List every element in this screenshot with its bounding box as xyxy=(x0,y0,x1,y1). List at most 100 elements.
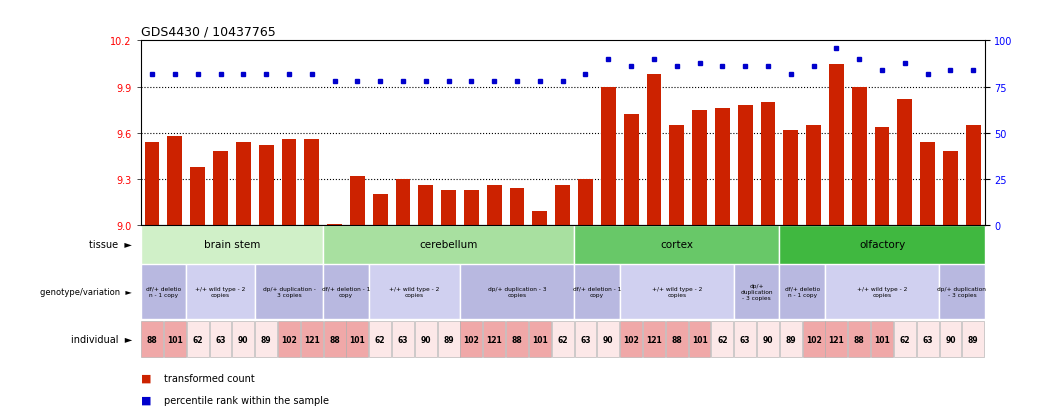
Bar xyxy=(779,226,985,264)
Text: ■: ■ xyxy=(141,373,151,383)
Text: 90: 90 xyxy=(945,335,956,344)
Bar xyxy=(532,212,547,226)
Bar xyxy=(392,322,414,357)
Bar xyxy=(235,143,251,226)
Text: 62: 62 xyxy=(899,335,910,344)
Text: 89: 89 xyxy=(786,335,796,344)
Text: 102: 102 xyxy=(464,335,479,344)
Text: 101: 101 xyxy=(349,335,366,344)
Bar xyxy=(232,322,254,357)
Bar xyxy=(920,143,935,226)
Text: 89: 89 xyxy=(443,335,454,344)
Text: olfactory: olfactory xyxy=(859,240,905,250)
Bar xyxy=(254,264,323,320)
Text: 62: 62 xyxy=(193,335,203,344)
Bar xyxy=(529,322,551,357)
Text: 101: 101 xyxy=(167,335,182,344)
Bar xyxy=(164,322,185,357)
Text: +/+ wild type - 2
copies: +/+ wild type - 2 copies xyxy=(651,286,702,297)
Bar xyxy=(802,322,824,357)
Bar xyxy=(825,264,939,320)
Bar xyxy=(624,115,639,226)
Bar xyxy=(461,322,482,357)
Bar xyxy=(758,322,779,357)
Text: dp/+ duplication
- 3 copies: dp/+ duplication - 3 copies xyxy=(938,286,987,297)
Bar xyxy=(897,100,912,226)
Text: transformed count: transformed count xyxy=(164,373,254,383)
Text: 63: 63 xyxy=(740,335,750,344)
Bar xyxy=(807,126,821,226)
Bar xyxy=(324,322,346,357)
Text: tissue  ►: tissue ► xyxy=(90,240,132,250)
Text: 121: 121 xyxy=(487,335,502,344)
Text: 90: 90 xyxy=(238,335,249,344)
Bar xyxy=(574,264,620,320)
Bar xyxy=(350,177,365,226)
Bar xyxy=(715,109,729,226)
Bar xyxy=(441,190,456,226)
Bar xyxy=(487,186,501,226)
Bar xyxy=(510,189,524,226)
Text: 88: 88 xyxy=(671,335,683,344)
Bar xyxy=(187,264,254,320)
Text: 88: 88 xyxy=(853,335,865,344)
Text: 121: 121 xyxy=(646,335,662,344)
Bar xyxy=(506,322,528,357)
Bar xyxy=(874,127,890,226)
Bar xyxy=(574,322,596,357)
Text: individual  ►: individual ► xyxy=(71,335,132,344)
Bar xyxy=(939,264,985,320)
Text: dp/+ duplication -
3 copies: dp/+ duplication - 3 copies xyxy=(263,286,316,297)
Bar xyxy=(168,137,182,226)
Text: 102: 102 xyxy=(281,335,297,344)
Bar xyxy=(963,322,985,357)
Bar xyxy=(373,195,388,226)
Text: 62: 62 xyxy=(717,335,727,344)
Bar xyxy=(551,322,574,357)
Bar xyxy=(346,322,368,357)
Text: 101: 101 xyxy=(692,335,708,344)
Text: df/+ deletio
n - 1 copy: df/+ deletio n - 1 copy xyxy=(146,286,181,297)
Text: 88: 88 xyxy=(147,335,157,344)
Text: cerebellum: cerebellum xyxy=(420,240,478,250)
Bar xyxy=(141,226,323,264)
Bar xyxy=(784,131,798,226)
Text: 121: 121 xyxy=(304,335,320,344)
Bar xyxy=(419,186,433,226)
Bar xyxy=(214,152,228,226)
Bar xyxy=(738,106,752,226)
Bar xyxy=(735,322,756,357)
Bar xyxy=(323,226,574,264)
Text: df/+ deletion - 1
copy: df/+ deletion - 1 copy xyxy=(322,286,370,297)
Bar xyxy=(871,322,893,357)
Text: ■: ■ xyxy=(141,394,151,405)
Bar xyxy=(396,180,411,226)
Text: +/+ wild type - 2
copies: +/+ wild type - 2 copies xyxy=(390,286,440,297)
Bar xyxy=(940,322,962,357)
Bar xyxy=(483,322,505,357)
Bar xyxy=(894,322,916,357)
Text: 90: 90 xyxy=(763,335,773,344)
Bar xyxy=(281,140,296,226)
Bar xyxy=(779,264,825,320)
Text: 89: 89 xyxy=(968,335,978,344)
Text: brain stem: brain stem xyxy=(204,240,260,250)
Bar xyxy=(369,322,391,357)
Bar xyxy=(255,322,277,357)
Text: 62: 62 xyxy=(375,335,386,344)
Bar xyxy=(187,322,208,357)
Bar xyxy=(848,322,870,357)
Text: 89: 89 xyxy=(260,335,272,344)
Bar xyxy=(438,322,460,357)
Text: 101: 101 xyxy=(532,335,548,344)
Bar xyxy=(669,126,685,226)
Bar xyxy=(779,322,801,357)
Text: 121: 121 xyxy=(828,335,844,344)
Bar xyxy=(601,88,616,226)
Bar xyxy=(209,322,231,357)
Text: 88: 88 xyxy=(329,335,340,344)
Text: GDS4430 / 10437765: GDS4430 / 10437765 xyxy=(141,26,275,39)
Text: df/+ deletio
n - 1 copy: df/+ deletio n - 1 copy xyxy=(785,286,820,297)
Text: 101: 101 xyxy=(874,335,890,344)
Bar xyxy=(278,322,300,357)
